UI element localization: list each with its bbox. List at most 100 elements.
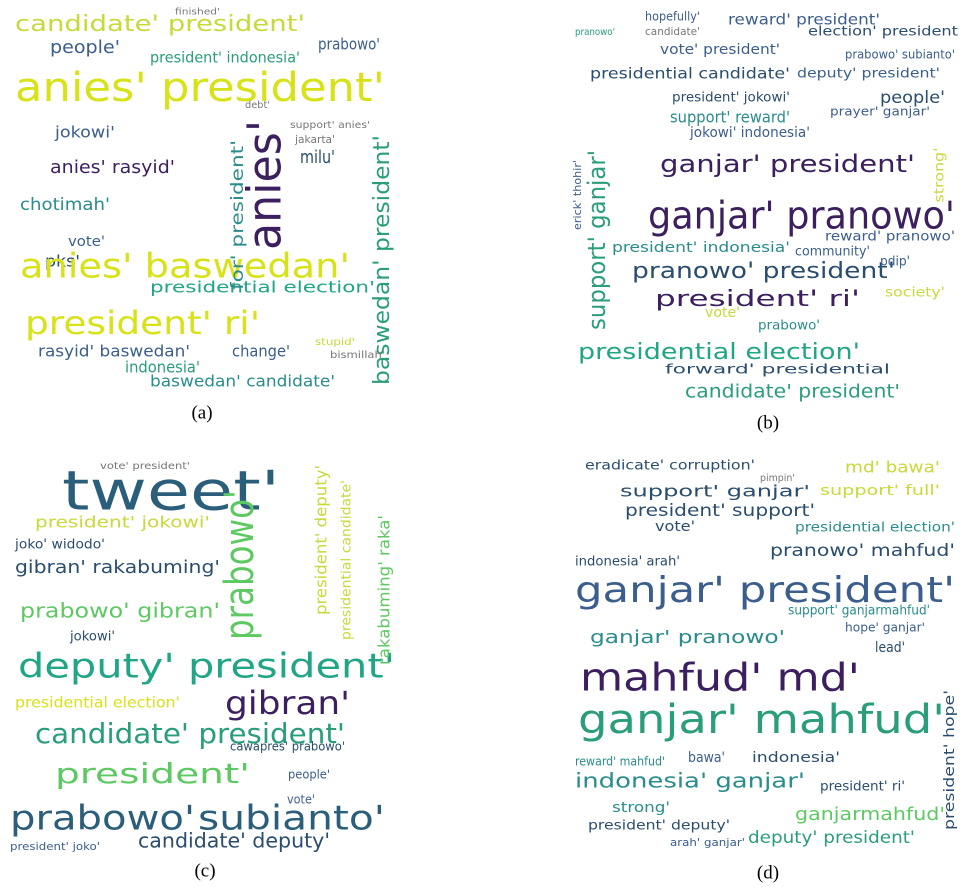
word: indonesia' ganjar' [575,769,805,793]
word: prayer' ganjar' [830,105,930,119]
word: vote' [655,519,695,535]
word: presidential candidate' [340,480,355,640]
word: president' joko' [10,840,100,853]
word: rakabuming' raka' [375,515,394,665]
word: reward' mahfud' [575,755,665,769]
word: anies' [238,120,292,250]
word: pranowo' mahfud' [770,541,955,561]
word: support' reward' [670,108,790,127]
word: pranowo' [575,27,615,38]
word: joko' widodo' [14,538,105,553]
word: indonesia' [125,358,200,377]
word: arah' ganjar' [670,836,745,849]
word: society' [885,286,945,301]
word: lead' [875,640,905,656]
word: presidential election' [15,694,180,712]
word: strong' [612,800,670,816]
word: forward' presidential [665,363,890,378]
word: vote' [705,305,740,321]
word: deputy' president' [797,67,940,82]
word: hope' ganjar' [845,621,925,635]
word: indonesia' [752,750,840,766]
word: vote' [287,793,315,807]
word: prabowo' subianto' [845,48,955,62]
word: prabowo' [217,490,263,640]
word: support' full' [820,483,940,499]
word: candidate' [645,25,700,38]
word: debt' [245,100,270,111]
word: stupid' [315,337,355,348]
word: prabowo' [318,35,380,54]
word: pranowo' president' [632,259,895,284]
word: milu' [300,147,335,168]
word: mahfud' md' [580,656,860,700]
word: vote' [68,234,105,250]
word: president' indonesia' [150,49,300,67]
word: finished' [175,8,220,18]
word: president' indonesia' [612,240,790,256]
word: ganjar' president' [575,570,955,611]
word: people' [880,88,945,108]
word: president' jokowi' [35,513,210,532]
word: prabowo' gibran' [20,599,220,623]
word: reward' pranowo' [825,230,955,245]
word: president' deputy' [588,819,730,834]
word: strong' [933,148,948,203]
word: presidential election' [150,278,375,297]
word: anies' rasyid' [50,157,175,178]
word: candidate' president' [35,717,345,750]
caption: (b) [757,412,779,433]
word: prabowo' [758,319,820,334]
word: anies' baswedan' [20,247,350,287]
word: support' ganjarmahfud' [788,604,930,619]
word: vote' president' [660,42,780,58]
word: presidential election' [578,340,860,365]
word: for' president' [228,140,248,290]
word: indonesia' arah' [575,555,680,570]
word: president' support' [625,501,815,521]
caption: (a) [191,402,212,423]
word: change' [232,342,290,361]
word: presidential candidate' [590,65,790,83]
word: reward' president' [728,11,880,29]
word: tweet' [62,460,280,523]
word: prabowo' [10,799,195,839]
word: ganjarmahfud' [795,804,945,825]
word: anies' president' [15,65,385,111]
word: president' hope' [942,690,958,830]
caption: (d) [757,862,779,883]
word: jokowi' [54,123,115,142]
word: pdip' [880,255,910,270]
word: president' [55,757,250,790]
word: subianto' [198,799,385,839]
word: people' [288,768,330,782]
word: election' president [808,25,958,40]
word: president' jokowi' [672,91,790,106]
word: candidate' president' [685,381,900,403]
word: people' [50,37,120,58]
word: candidate' deputy' [138,829,330,853]
word: gibran' rakabuming' [15,557,220,578]
word: rasyid' baswedan' [38,342,190,361]
word: ganjar' pranowo' [590,627,785,648]
word: chotimah' [20,195,110,215]
word: president' ri' [25,304,260,342]
word: president' ri' [820,780,905,795]
word: pks' [45,252,80,271]
word: support' ganjar' [583,150,611,330]
word: jakarta' [294,133,335,146]
word: community' [795,245,870,260]
word: baswedan' candidate' [150,372,335,391]
word: ganjar' mahfud' [578,697,945,743]
word: deputy' president' [748,828,915,848]
word: support' anies' [290,120,370,131]
word: gibran' [225,684,350,722]
word: president' deputy' [312,465,331,615]
word: jokowi' [69,630,115,645]
word: ganjar' president' [660,150,915,178]
word: bawa' [688,750,725,766]
word: eradicate' corruption' [585,459,755,474]
word: hopefully' [645,10,700,24]
word: bismillah' [330,350,385,361]
